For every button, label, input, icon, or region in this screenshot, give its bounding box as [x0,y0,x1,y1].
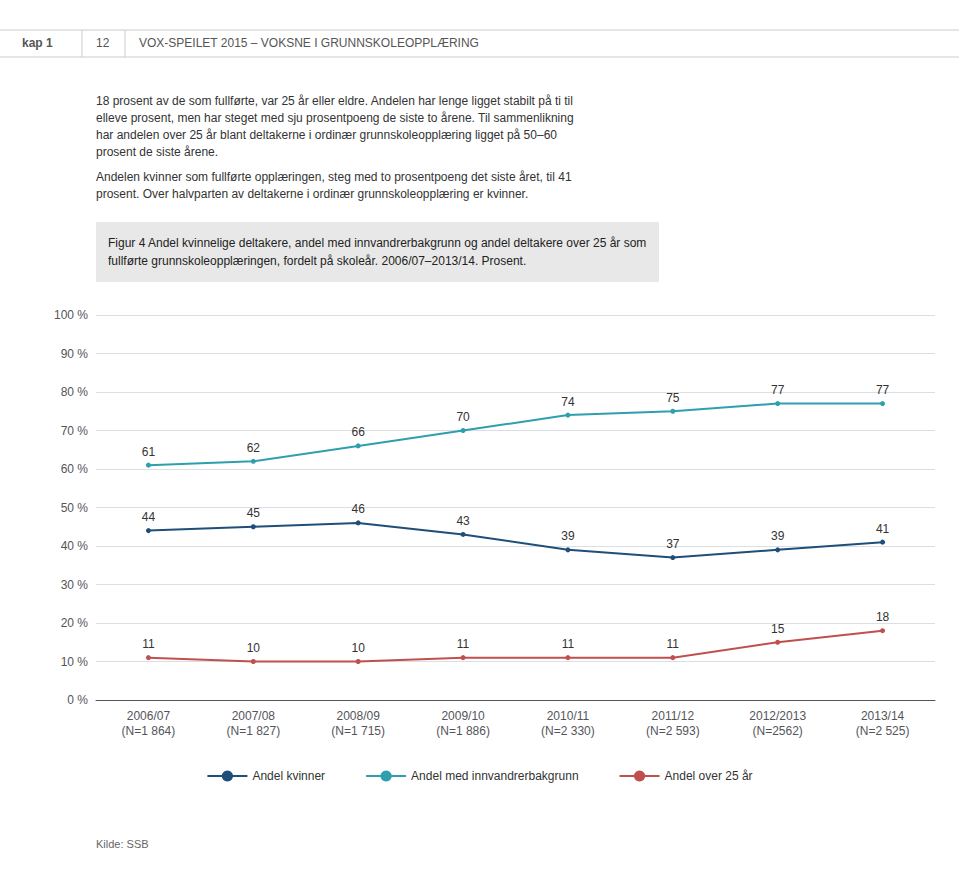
svg-text:Andel over 25 år: Andel over 25 år [665,769,753,783]
svg-text:46: 46 [352,502,366,516]
svg-text:10: 10 [352,641,366,655]
svg-text:fullførte grunnskoleopplæringe: fullførte grunnskoleopplæringen, fordelt… [108,254,526,268]
svg-text:18: 18 [876,610,890,624]
svg-text:2007/08: 2007/08 [232,709,276,723]
svg-text:80 %: 80 % [61,385,89,399]
svg-text:37: 37 [666,537,680,551]
svg-text:Andel med innvandrerbakgrunn: Andel med innvandrerbakgrunn [411,769,578,783]
svg-text:70: 70 [456,410,470,424]
svg-text:11: 11 [562,637,575,651]
svg-text:62: 62 [247,441,261,455]
svg-text:Andel kvinner: Andel kvinner [252,769,325,783]
svg-text:2012/2013: 2012/2013 [749,709,806,723]
svg-text:Kilde: SSB: Kilde: SSB [96,838,149,850]
svg-text:prosent de siste årene.: prosent de siste årene. [96,145,218,159]
svg-text:2010/11: 2010/11 [547,709,590,723]
svg-text:11: 11 [667,637,680,651]
svg-text:100 %: 100 % [54,308,88,322]
svg-text:(N=1 886): (N=1 886) [436,724,490,738]
svg-text:kap 1: kap 1 [22,36,53,50]
svg-text:66: 66 [352,425,366,439]
svg-text:60 %: 60 % [61,462,89,476]
svg-text:2013/14: 2013/14 [861,709,905,723]
svg-text:77: 77 [876,383,890,397]
svg-text:20 %: 20 % [61,616,89,630]
svg-text:50 %: 50 % [61,501,89,515]
svg-text:40 %: 40 % [61,539,89,553]
svg-text:75: 75 [666,391,680,405]
svg-text:11: 11 [142,637,155,651]
svg-text:2011/12: 2011/12 [652,709,695,723]
svg-text:12: 12 [96,36,110,50]
svg-text:41: 41 [876,522,890,536]
svg-text:18 prosent av de som fullførte: 18 prosent av de som fullførte, var 25 å… [96,94,573,108]
svg-text:30 %: 30 % [61,578,89,592]
svg-text:11: 11 [457,637,470,651]
svg-text:45: 45 [247,506,261,520]
svg-text:70 %: 70 % [61,424,89,438]
svg-text:(N=1 827): (N=1 827) [226,724,280,738]
svg-text:0 %: 0 % [67,693,88,707]
svg-text:(N=2 525): (N=2 525) [856,724,910,738]
svg-text:61: 61 [142,445,156,459]
svg-text:(N=2 330): (N=2 330) [541,724,595,738]
svg-text:(N=1 715): (N=1 715) [331,724,385,738]
svg-text:prosent. Over halvparten av de: prosent. Over halvparten av deltakerne i… [96,187,528,201]
svg-text:15: 15 [771,622,785,636]
svg-text:(N=2 593): (N=2 593) [646,724,700,738]
svg-text:2008/09: 2008/09 [336,709,380,723]
svg-text:2006/07: 2006/07 [127,709,171,723]
svg-text:elleve prosent, men har steget: elleve prosent, men har steget med sju p… [96,111,574,125]
svg-text:39: 39 [561,529,575,543]
svg-text:2009/10: 2009/10 [441,709,485,723]
svg-text:39: 39 [771,529,785,543]
svg-text:10 %: 10 % [61,655,89,669]
svg-text:(N=1 864): (N=1 864) [122,724,176,738]
svg-text:44: 44 [142,510,156,524]
svg-text:74: 74 [561,395,575,409]
svg-text:har andelen over 25 år blant d: har andelen over 25 år blant deltakerne … [96,128,557,142]
svg-text:10: 10 [247,641,261,655]
svg-text:(N=2562): (N=2562) [753,724,803,738]
svg-text:Andelen kvinner som fullførte: Andelen kvinner som fullførte opplæringe… [96,170,572,184]
svg-text:VOX-SPEILET 2015 – VOKSNE I GR: VOX-SPEILET 2015 – VOKSNE I GRUNNSKOLEOP… [139,36,479,50]
svg-text:77: 77 [771,383,785,397]
svg-text:Figur 4 Andel kvinnelige delta: Figur 4 Andel kvinnelige deltakere, ande… [108,236,646,250]
svg-text:90 %: 90 % [61,347,89,361]
svg-text:43: 43 [456,514,470,528]
